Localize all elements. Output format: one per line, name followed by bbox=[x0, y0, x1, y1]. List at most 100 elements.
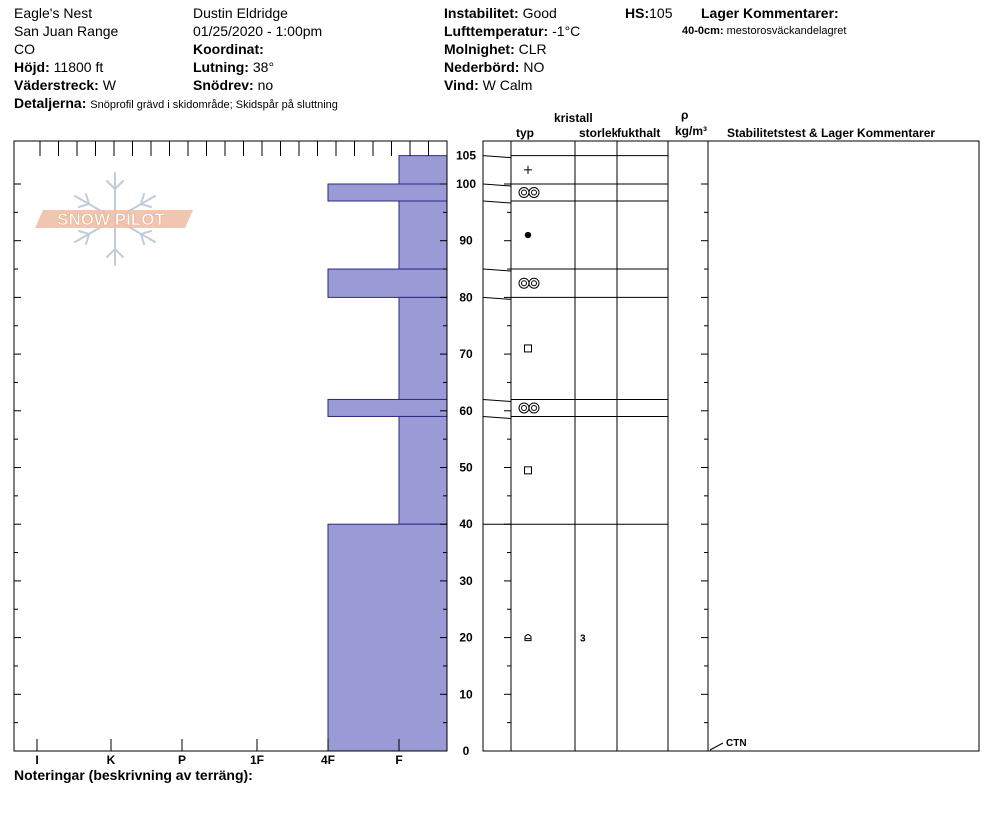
layer-connector-105 bbox=[482, 155, 512, 159]
state: CO bbox=[14, 41, 35, 57]
elevation-value: 11800 ft bbox=[53, 59, 104, 75]
layer-connector-80 bbox=[482, 296, 512, 300]
airtemp-label: Lufttemperatur: bbox=[444, 23, 549, 39]
wind-label: Vind: bbox=[444, 77, 479, 93]
aspect-value: W bbox=[102, 77, 116, 93]
depth-label-90: 90 bbox=[459, 234, 473, 248]
depth-label-80: 80 bbox=[459, 290, 473, 304]
hardness-bar-4 bbox=[398, 296, 448, 400]
depth-label-70: 70 bbox=[459, 347, 473, 361]
col-density-unit: kg/m³ bbox=[675, 124, 708, 138]
coord-label: Koordinat: bbox=[193, 41, 264, 57]
datetime: 01/25/2020 - 1:00pm bbox=[193, 23, 323, 39]
hardness-bar-6 bbox=[398, 415, 448, 525]
sky-value: CLR bbox=[518, 41, 547, 57]
depth-label-10: 10 bbox=[459, 687, 473, 701]
sky-label: Molnighet: bbox=[444, 41, 515, 57]
slope: Lutning: 38° bbox=[193, 59, 274, 75]
mountain-range: San Juan Range bbox=[14, 23, 119, 39]
grain-size-label: 3 bbox=[580, 634, 586, 645]
drift: Snödrev: no bbox=[193, 77, 273, 93]
hardness-label-K: K bbox=[107, 753, 116, 767]
instability: Instabilitet: Good bbox=[444, 5, 557, 21]
slope-label: Lutning: bbox=[193, 59, 249, 75]
grain-symbol-double-ring bbox=[518, 402, 540, 414]
details-value: Snöprofil grävd i skidområde; Skidspår p… bbox=[90, 99, 338, 111]
observer: Dustin Eldridge bbox=[193, 5, 288, 21]
hardness-label-4F: 4F bbox=[321, 753, 335, 767]
hardness-label-P: P bbox=[178, 753, 186, 767]
layer-connector-62 bbox=[482, 398, 512, 402]
hardness-bar-5 bbox=[327, 398, 448, 417]
layer-comment-depth: 40-0cm: bbox=[682, 25, 724, 37]
drift-value: no bbox=[257, 77, 274, 93]
hardness-bar-0 bbox=[398, 155, 448, 185]
stability-test-label: CTN bbox=[726, 738, 747, 749]
grain-symbol-cup bbox=[524, 634, 532, 642]
logo-text: SNOW PILOT bbox=[57, 210, 165, 229]
depth-label-105: 105 bbox=[456, 149, 476, 163]
precipitation: Nederbörd: NO bbox=[444, 59, 544, 75]
layer-comment-text: mestorosväckandelagret bbox=[726, 25, 847, 37]
col-rho: ρ bbox=[681, 108, 689, 122]
snowpilot-logo: SNOW PILOT bbox=[35, 172, 193, 266]
col-size: storlek bbox=[579, 126, 617, 140]
aspect: Väderstreck: W bbox=[14, 77, 116, 93]
depth-label-40: 40 bbox=[459, 517, 473, 531]
layer-connector-100 bbox=[482, 183, 512, 187]
depth-label-0: 0 bbox=[463, 744, 470, 758]
layer-connector-85 bbox=[482, 268, 512, 272]
depth-label-60: 60 bbox=[459, 404, 473, 418]
elevation: Höjd: 11800 ft bbox=[14, 59, 103, 75]
depth-label-30: 30 bbox=[459, 574, 473, 588]
hardness-frame bbox=[13, 140, 448, 752]
grain-symbol-plus bbox=[524, 165, 532, 174]
hardness-bar-2 bbox=[398, 200, 448, 270]
wind: Vind: W Calm bbox=[444, 77, 532, 93]
details: Detaljerna: Snöprofil grävd i skidområde… bbox=[14, 95, 338, 112]
instability-value: Good bbox=[522, 5, 557, 21]
grain-symbol-double-ring bbox=[518, 277, 540, 289]
layer-comments-label: Lager Kommentarer: bbox=[701, 5, 839, 21]
hardness-bar-1 bbox=[327, 183, 448, 202]
details-label: Detaljerna: bbox=[14, 95, 87, 111]
slope-value: 38° bbox=[252, 59, 275, 75]
layer-connector-59 bbox=[482, 415, 512, 419]
hs-label: HS: bbox=[625, 5, 650, 21]
hs-value: 105 bbox=[649, 5, 673, 21]
sky-cover: Molnighet: CLR bbox=[444, 41, 547, 57]
stability-test-pointer bbox=[709, 742, 724, 751]
grain-symbol-square bbox=[524, 466, 532, 475]
location: Eagle's Nest bbox=[14, 5, 93, 21]
drift-label: Snödrev: bbox=[193, 77, 254, 93]
col-type: typ bbox=[516, 126, 534, 140]
grain-symbol-dot bbox=[524, 231, 532, 239]
instability-label: Instabilitet: bbox=[444, 5, 519, 21]
grain-symbol-square bbox=[524, 344, 532, 353]
col-moisture: fukthalt bbox=[617, 126, 661, 140]
hardness-bar-3 bbox=[327, 268, 448, 298]
notes-label: Noteringar (beskrivning av terräng): bbox=[14, 767, 253, 783]
depth-label-100: 100 bbox=[456, 177, 476, 191]
col-stability: Stabilitetstest & Lager Kommentarer bbox=[727, 126, 936, 140]
layer-comment: 40-0cm: mestorosväckandelagret bbox=[682, 25, 846, 38]
grain-table-frame bbox=[482, 140, 980, 752]
hardness-bar-7 bbox=[327, 523, 448, 752]
layer-connector-97 bbox=[482, 200, 512, 204]
hardness-label-I: I bbox=[35, 753, 38, 767]
precip-value: NO bbox=[523, 59, 545, 75]
col-crystal: kristall bbox=[554, 111, 593, 125]
hardness-label-F: F bbox=[395, 753, 402, 767]
depth-label-50: 50 bbox=[459, 461, 473, 475]
aspect-label: Väderstreck: bbox=[14, 77, 99, 93]
grain-symbol-double-ring bbox=[518, 187, 540, 199]
elevation-label: Höjd: bbox=[14, 59, 50, 75]
airtemp-value: -1°C bbox=[552, 23, 581, 39]
air-temperature: Lufttemperatur: -1°C bbox=[444, 23, 580, 39]
wind-value: W Calm bbox=[482, 77, 533, 93]
depth-label-20: 20 bbox=[459, 631, 473, 645]
hardness-label-1F: 1F bbox=[250, 753, 264, 767]
snow-height: HS:105 bbox=[625, 5, 672, 21]
precip-label: Nederbörd: bbox=[444, 59, 520, 75]
